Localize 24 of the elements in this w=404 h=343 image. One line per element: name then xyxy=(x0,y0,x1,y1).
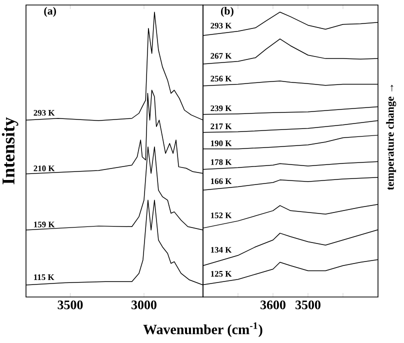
x-axis-title: Wavenumber (cm$^{-1}$) xyxy=(143,322,262,338)
x-tick-label: 3500 xyxy=(58,300,83,310)
series-label: 159 K xyxy=(34,222,55,228)
x-tick-label: 3500 xyxy=(296,300,320,310)
x-tick-label: 3600 xyxy=(260,300,286,310)
series-label: 190 K xyxy=(210,140,232,146)
y-axis-title: Intensity xyxy=(2,117,18,184)
series-label: 293 K xyxy=(34,110,55,116)
series-label: 239 K xyxy=(210,105,232,112)
series-label: 217 K xyxy=(210,123,232,130)
series-label: 152 K xyxy=(210,212,232,218)
chart-title: (b) xyxy=(221,6,234,17)
chart-title: (a) xyxy=(44,6,56,17)
series-label: 115 K xyxy=(34,274,54,280)
series-label: 178 K xyxy=(210,159,232,165)
series-label: 210 K xyxy=(34,166,55,172)
y2-axis-title: temperature change → xyxy=(386,84,396,190)
x-tick-label: 3000 xyxy=(132,300,156,310)
series-label: 267 K xyxy=(210,53,232,59)
series-label: 134 K xyxy=(210,247,232,253)
series-label: 125 K xyxy=(210,270,232,277)
series-label: 256 K xyxy=(210,76,232,82)
series-label: 293 K xyxy=(210,22,232,29)
series-label: 166 K xyxy=(210,178,232,184)
